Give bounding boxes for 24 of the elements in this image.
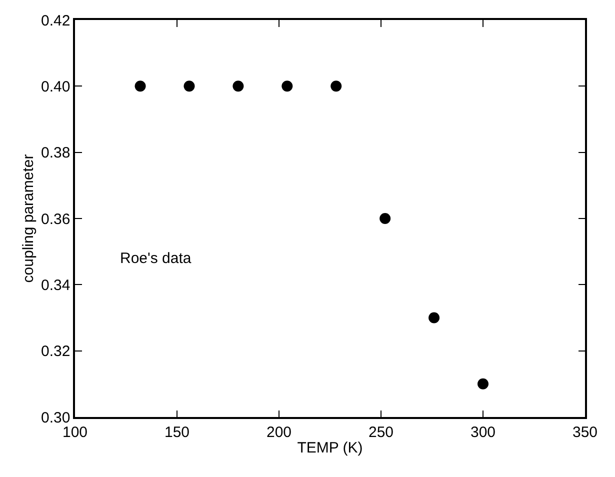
- x-axis-title: TEMP (K): [297, 439, 363, 456]
- x-tick-label: 100: [62, 424, 88, 441]
- point: [478, 378, 488, 390]
- point: [232, 80, 244, 92]
- y-tick-label: 0.42: [41, 12, 70, 30]
- y-tick-label: 0.40: [41, 78, 70, 96]
- y-tick-label: 0.38: [41, 144, 70, 162]
- y-tick-label: 0.34: [41, 276, 70, 294]
- y-tick-label: 0.30: [41, 409, 70, 426]
- annotation: Roe's data: [120, 250, 192, 267]
- point: [330, 80, 342, 92]
- x-tick-label: 350: [572, 424, 598, 441]
- point: [428, 312, 440, 324]
- point: [134, 80, 146, 92]
- y-tick-label: 0.36: [41, 210, 70, 228]
- x-tick-label: 150: [164, 424, 190, 441]
- x-tick-label: 250: [368, 424, 394, 441]
- point: [282, 80, 293, 92]
- x-tick-label: 300: [470, 424, 496, 441]
- point: [380, 213, 391, 224]
- y-tick-label: 0.32: [41, 343, 70, 360]
- y-axis-title: coupling parameter: [20, 154, 37, 283]
- x-tick-label: 200: [266, 424, 292, 441]
- point: [184, 80, 195, 92]
